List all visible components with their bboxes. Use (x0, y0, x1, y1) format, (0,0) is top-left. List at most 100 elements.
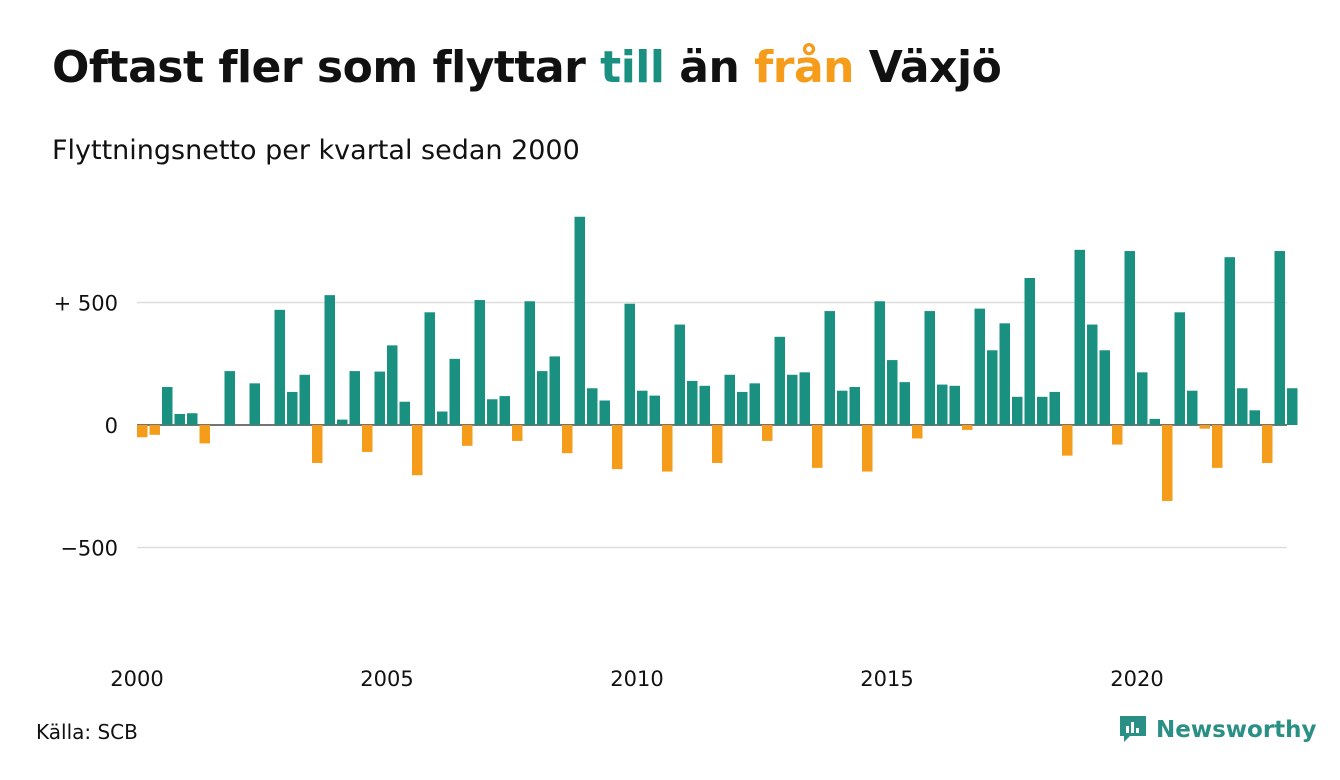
bar (187, 413, 198, 425)
bar (787, 374, 798, 425)
bar (1262, 425, 1273, 463)
bar (1287, 388, 1298, 425)
bar (587, 388, 598, 425)
bar (1162, 425, 1173, 501)
bar (1024, 278, 1035, 425)
bar (274, 309, 285, 425)
bar (499, 396, 510, 425)
bar (1199, 425, 1210, 429)
bar (874, 301, 885, 425)
bar (537, 371, 548, 425)
newsworthy-logo: Newsworthy (1118, 713, 1317, 747)
bar (687, 380, 698, 425)
bar (987, 350, 998, 425)
bar (487, 399, 498, 425)
bar (137, 425, 148, 438)
bar (887, 360, 898, 425)
bar (849, 387, 860, 425)
bar (1237, 388, 1248, 425)
bar (824, 311, 835, 425)
bar (1274, 251, 1285, 425)
title-till: till (600, 42, 665, 93)
bar (224, 371, 235, 425)
bar (574, 216, 585, 425)
title-prefix: Oftast fler som flyttar (52, 42, 601, 93)
bar (1112, 425, 1123, 445)
x-tick-label: 2005 (360, 667, 413, 691)
bar (374, 371, 385, 425)
y-tick-label: + 500 (54, 292, 118, 316)
bar (349, 371, 360, 425)
bar (649, 395, 660, 425)
bar (1212, 425, 1223, 468)
x-tick-label: 2015 (860, 667, 913, 691)
bar (862, 425, 873, 472)
title-suffix: Växjö (853, 42, 1002, 93)
bar (699, 385, 710, 425)
bar (624, 303, 635, 425)
bar (837, 390, 848, 425)
bar (899, 382, 910, 426)
bar (1087, 324, 1098, 425)
x-axis-ticks: 2000 2005 2010 2015 2020 (110, 667, 1163, 691)
bar (937, 384, 948, 425)
bar (674, 324, 685, 425)
bar (174, 413, 185, 426)
bar (524, 301, 535, 425)
y-tick-label: 0 (105, 414, 118, 438)
bar (1049, 391, 1060, 426)
bar (662, 425, 673, 472)
bar (199, 425, 210, 444)
bar (612, 425, 623, 470)
bar (474, 300, 485, 425)
bar (1124, 251, 1135, 425)
bar (924, 311, 935, 425)
bar (762, 425, 773, 441)
bar (387, 345, 398, 426)
bar-chart-speech-bubble-icon (1118, 713, 1148, 747)
bar (549, 356, 560, 425)
x-tick-label: 2000 (110, 667, 163, 691)
bar (749, 383, 760, 425)
bar (799, 372, 810, 425)
bar (949, 385, 960, 425)
bar (737, 391, 748, 426)
bar (724, 374, 735, 425)
bar (1012, 396, 1023, 425)
bar (712, 425, 723, 463)
bar (437, 411, 448, 425)
x-tick-label: 2020 (1110, 667, 1163, 691)
bar (462, 425, 473, 446)
bar (637, 390, 648, 425)
bar (1037, 396, 1048, 425)
bar (962, 425, 973, 430)
bar (999, 323, 1010, 425)
bar (1187, 390, 1198, 425)
bar (249, 383, 260, 425)
bar (812, 425, 823, 468)
bar (1174, 312, 1185, 425)
source-note: Källa: SCB (36, 720, 138, 744)
x-tick-label: 2010 (610, 667, 663, 691)
bar (599, 400, 610, 425)
title-fran: från (754, 42, 854, 93)
bar (312, 425, 323, 463)
bar (1149, 418, 1160, 426)
bar (162, 387, 173, 425)
bar (424, 312, 435, 425)
bar (149, 425, 160, 435)
bar-chart: + 500 0 −500 2000 2005 2010 2015 2020 (54, 216, 1298, 691)
bar (974, 308, 985, 426)
bar (512, 425, 523, 441)
bar (774, 336, 785, 425)
bar (412, 425, 423, 476)
bar (287, 391, 298, 426)
bar (449, 358, 460, 425)
title-mid: än (664, 42, 755, 93)
bar (1137, 372, 1148, 425)
bars (137, 216, 1298, 501)
bar (562, 425, 573, 454)
bar (1099, 350, 1110, 425)
y-tick-label: −500 (60, 537, 118, 561)
y-axis-ticks: + 500 0 −500 (54, 292, 118, 561)
